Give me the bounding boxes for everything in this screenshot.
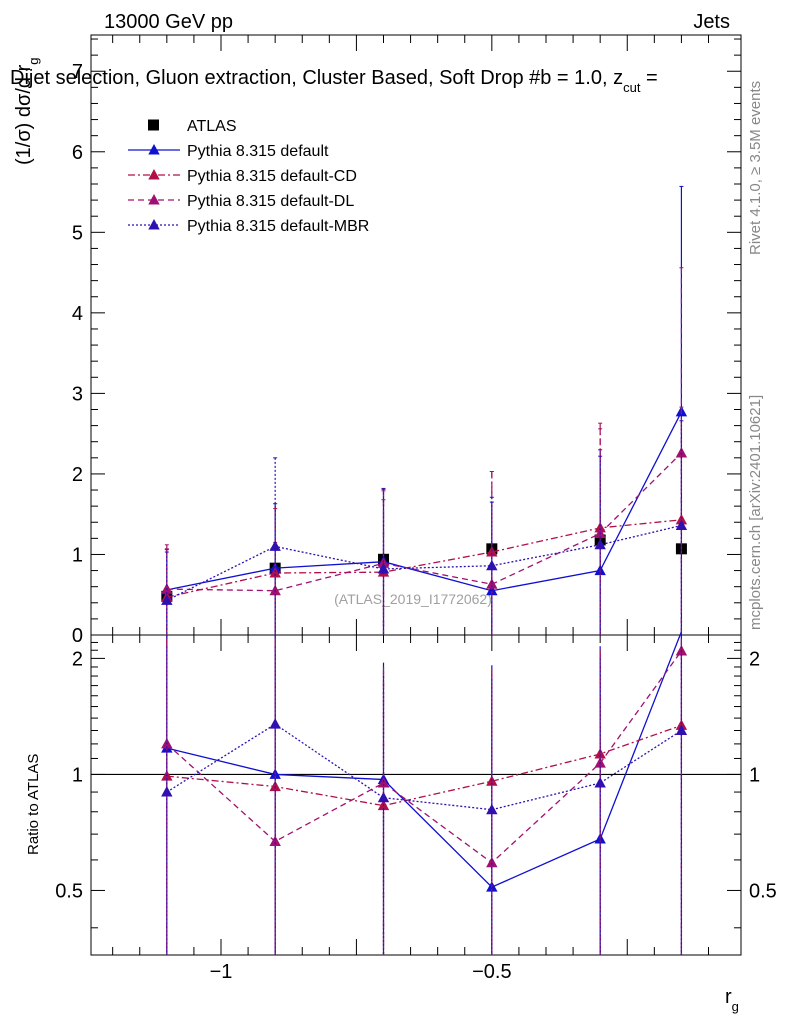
main-series-4-point bbox=[161, 594, 173, 605]
analysis-watermark: (ATLAS_2019_I1772062) bbox=[334, 591, 492, 607]
main-series-4-point bbox=[594, 538, 606, 550]
ratio-y-tick-label: 0.5 bbox=[55, 880, 83, 902]
main-series-4-point bbox=[675, 519, 688, 530]
ratio-series-2-point bbox=[486, 856, 498, 868]
main-series-2-point bbox=[269, 566, 281, 578]
legend-label-2: Pythia 8.315 default-CD bbox=[187, 168, 357, 185]
ratio-y-tick-label-right: 2 bbox=[749, 648, 760, 670]
x-axis-title: rg bbox=[725, 986, 739, 1014]
ratio-plot-frame bbox=[90, 634, 742, 956]
ratio-y-tick-label-right: 0.5 bbox=[749, 880, 777, 902]
main-y-tick-label: 3 bbox=[72, 383, 83, 405]
ratio-y-tick-label-right: 1 bbox=[749, 764, 760, 786]
header-jets: Jets bbox=[693, 11, 730, 33]
main-y-tick-label: 4 bbox=[72, 303, 83, 325]
ratio-y-axis-title: Ratio to ATLAS bbox=[25, 754, 42, 855]
main-y-axis-title-sub: g bbox=[26, 58, 41, 65]
main-series-2-line bbox=[166, 519, 682, 598]
main-y-tick-label: 2 bbox=[72, 464, 83, 486]
main-series-2-point bbox=[486, 546, 498, 557]
legend-marker-3 bbox=[148, 194, 160, 205]
ratio-series-2-point bbox=[594, 757, 606, 768]
legend-atlas-marker bbox=[148, 119, 159, 131]
ratio-series-2-point bbox=[675, 645, 688, 656]
main-series-2-point bbox=[594, 521, 606, 533]
main-y-axis-title: (1/σ) dσ/d rg bbox=[13, 58, 41, 166]
ratio-series-2-point bbox=[269, 835, 281, 846]
main-y-tick-label: 7 bbox=[72, 61, 83, 83]
main-series-3-point bbox=[377, 557, 390, 568]
main-series-4-point bbox=[486, 559, 498, 571]
x-tick-label: −0.5 bbox=[472, 961, 511, 983]
ratio-series-0-line bbox=[166, 631, 683, 888]
x-axis-title-sub: g bbox=[732, 999, 739, 1014]
main-series-4-point bbox=[269, 540, 281, 551]
main-series-3-line bbox=[166, 452, 682, 592]
ratio-y-tick-label: 1 bbox=[72, 764, 83, 786]
ratio-series-3-point bbox=[486, 803, 498, 815]
ratio-series-3-point bbox=[675, 724, 688, 736]
main-y-tick-label: 0 bbox=[72, 625, 83, 647]
ratio-series-1-point bbox=[594, 747, 606, 759]
ratio-series-2-line bbox=[166, 650, 682, 864]
plot-title: Dijet selection, Gluon extraction, Clust… bbox=[10, 67, 658, 95]
ratio-series-3-point bbox=[161, 786, 173, 797]
legend-marker-1 bbox=[148, 144, 160, 155]
main-series-3-point bbox=[675, 446, 688, 458]
legend-marker-4 bbox=[148, 219, 160, 230]
plot-title-end: = bbox=[640, 67, 657, 89]
ratio-series-3-line bbox=[166, 723, 682, 811]
main-y-axis-title-text: (1/σ) dσ/d r bbox=[13, 64, 35, 165]
main-series-4-line bbox=[166, 524, 682, 601]
x-axis-title-text: r bbox=[725, 986, 732, 1008]
ratio-y-tick-label: 2 bbox=[72, 648, 83, 670]
main-series-4-point bbox=[377, 562, 390, 574]
x-tick-label: −1 bbox=[210, 961, 233, 983]
ratio-series-2-point bbox=[377, 777, 390, 788]
header-energy: 13000 GeV pp bbox=[104, 11, 233, 33]
main-y-tick-label: 5 bbox=[72, 222, 83, 244]
main-series-1-line bbox=[166, 411, 682, 592]
plot-title-sub: cut bbox=[623, 80, 641, 95]
ratio-series-3-point bbox=[594, 777, 606, 788]
rivet-label: Rivet 4.1.0, ≥ 3.5M events bbox=[747, 81, 764, 255]
ratio-series-3-point bbox=[377, 791, 390, 803]
main-y-tick-label: 6 bbox=[72, 142, 83, 164]
plot-title-main: Dijet selection, Gluon extraction, Clust… bbox=[10, 67, 623, 89]
legend-label-0: ATLAS bbox=[187, 118, 237, 135]
legend-marker-2 bbox=[148, 169, 160, 180]
mcplots-label: mcplots.cern.ch [arXiv:2401.10621] bbox=[747, 395, 764, 630]
ratio-series-3-point bbox=[269, 718, 281, 729]
legend-label-3: Pythia 8.315 default-DL bbox=[187, 193, 354, 210]
legend-label-4: Pythia 8.315 default-MBR bbox=[187, 218, 369, 235]
legend-label-1: Pythia 8.315 default bbox=[187, 143, 329, 160]
main-y-tick-label: 1 bbox=[72, 544, 83, 566]
main-series-3-point bbox=[486, 578, 498, 589]
ratio-series-1-line bbox=[166, 724, 682, 807]
